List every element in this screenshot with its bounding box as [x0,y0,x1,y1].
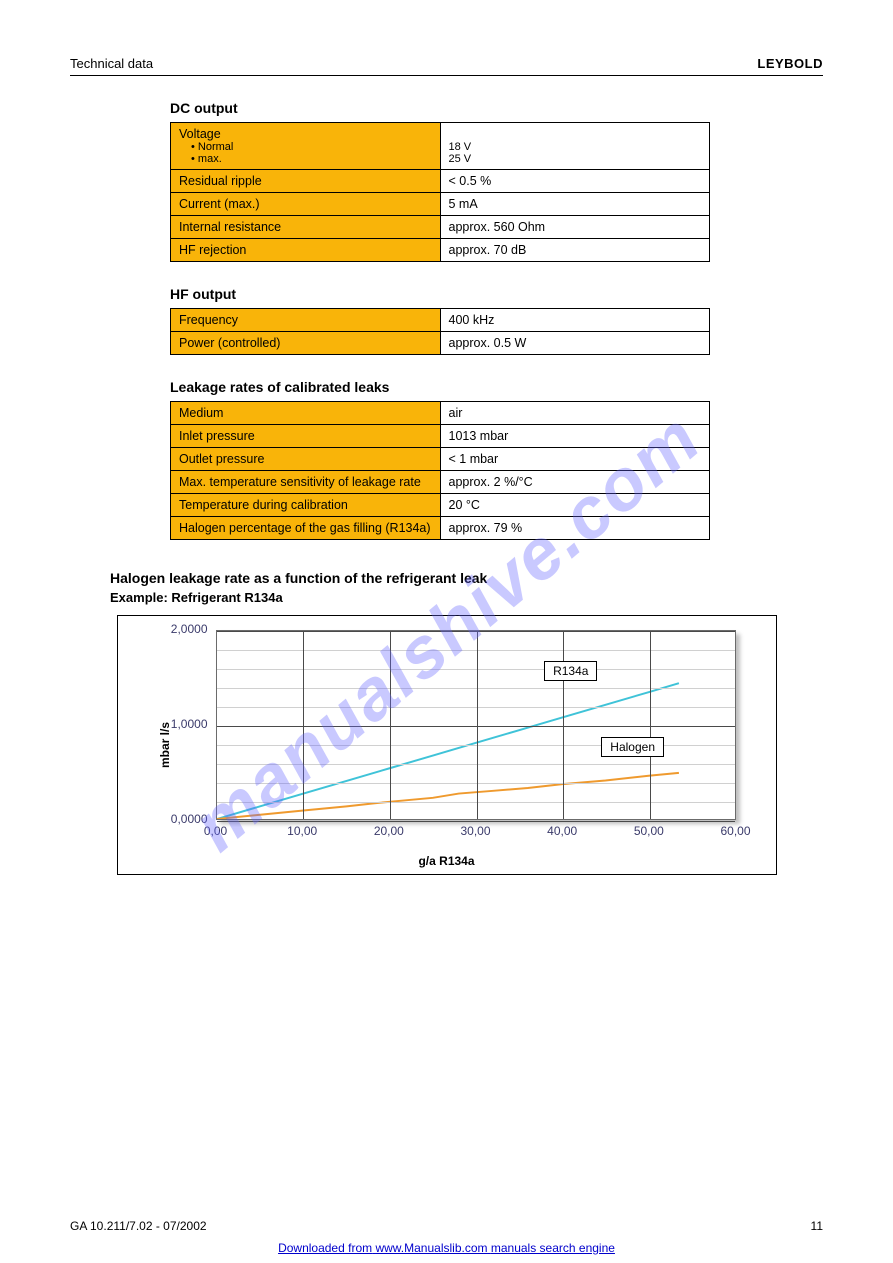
cell-val: 18 V 25 V [440,123,710,170]
cell-val: approx. 2 %/°C [440,471,710,494]
table-row: Current (max.)5 mA [171,193,710,216]
cell-val: air [440,402,710,425]
x-tick: 0,00 [191,824,241,838]
cell-key: Voltage • Normal • max. [171,123,441,170]
header-left: Technical data [70,56,153,71]
footer: GA 10.211/7.02 - 07/2002 11 [70,1219,823,1233]
series-halogen [217,773,679,819]
section-title-leak: Leakage rates of calibrated leaks [170,379,823,395]
cell-val: approx. 0.5 W [440,332,710,355]
x-tick: 40,00 [537,824,587,838]
table-row: Inlet pressure1013 mbar [171,425,710,448]
cell-key: Internal resistance [171,216,441,239]
cell-val: 1013 mbar [440,425,710,448]
cell-val: < 0.5 % [440,170,710,193]
legend-halogen: Halogen [601,737,664,757]
chart-title: Halogen leakage rate as a function of th… [110,570,823,586]
plot-area: R134a Halogen [216,630,736,820]
cell-key: Temperature during calibration [171,494,441,517]
x-tick: 60,00 [711,824,761,838]
chart-subtitle: Example: Refrigerant R134a [110,590,823,605]
table-row: Max. temperature sensitivity of leakage … [171,471,710,494]
table-row: Temperature during calibration20 °C [171,494,710,517]
table-row: Mediumair [171,402,710,425]
y-tick: 1,0000 [148,717,208,731]
download-link[interactable]: Downloaded from www.Manualslib.com manua… [278,1241,615,1255]
leak-table: Mediumair Inlet pressure1013 mbar Outlet… [170,401,710,540]
cell-key: Power (controlled) [171,332,441,355]
table-row: Internal resistanceapprox. 560 Ohm [171,216,710,239]
chart-box: mbar l/s R134aHalogen g/a R134a 0,00001,… [117,615,777,875]
cell-val: < 1 mbar [440,448,710,471]
legend-r134a: R134a [544,661,597,681]
cell-val: 5 mA [440,193,710,216]
cell-key: Halogen percentage of the gas filling (R… [171,517,441,540]
cell-key: HF rejection [171,239,441,262]
cell-key: Max. temperature sensitivity of leakage … [171,471,441,494]
cell-key: Current (max.) [171,193,441,216]
header-right: LEYBOLD [757,56,823,71]
cell-val: approx. 70 dB [440,239,710,262]
table-row: Frequency400 kHz [171,309,710,332]
cell-key: Outlet pressure [171,448,441,471]
section-title-dc: DC output [170,100,823,116]
table-row: Halogen percentage of the gas filling (R… [171,517,710,540]
dc-output-table: Voltage • Normal • max. 18 V 25 V Residu… [170,122,710,262]
cell-val: approx. 79 % [440,517,710,540]
cell-key: Frequency [171,309,441,332]
y-tick: 2,0000 [148,622,208,636]
cell-key: Inlet pressure [171,425,441,448]
cell-val: 20 °C [440,494,710,517]
x-tick: 50,00 [624,824,674,838]
x-tick: 30,00 [451,824,501,838]
hf-output-table: Frequency400 kHz Power (controlled)appro… [170,308,710,355]
cell-key: Residual ripple [171,170,441,193]
page-header: Technical data LEYBOLD [70,56,823,76]
section-title-hf: HF output [170,286,823,302]
table-row: Residual ripple< 0.5 % [171,170,710,193]
table-row: HF rejectionapprox. 70 dB [171,239,710,262]
x-tick: 20,00 [364,824,414,838]
cell-val: 400 kHz [440,309,710,332]
footer-left: GA 10.211/7.02 - 07/2002 [70,1219,207,1233]
x-axis-label: g/a R134a [418,854,474,868]
table-row: Outlet pressure< 1 mbar [171,448,710,471]
table-row: Power (controlled)approx. 0.5 W [171,332,710,355]
x-tick: 10,00 [277,824,327,838]
chart-svg [217,631,735,819]
table-row: Voltage • Normal • max. 18 V 25 V [171,123,710,170]
page: Technical data LEYBOLD DC output Voltage… [0,0,893,1263]
cell-key: Medium [171,402,441,425]
cell-val: approx. 560 Ohm [440,216,710,239]
footer-right: 11 [811,1219,823,1233]
